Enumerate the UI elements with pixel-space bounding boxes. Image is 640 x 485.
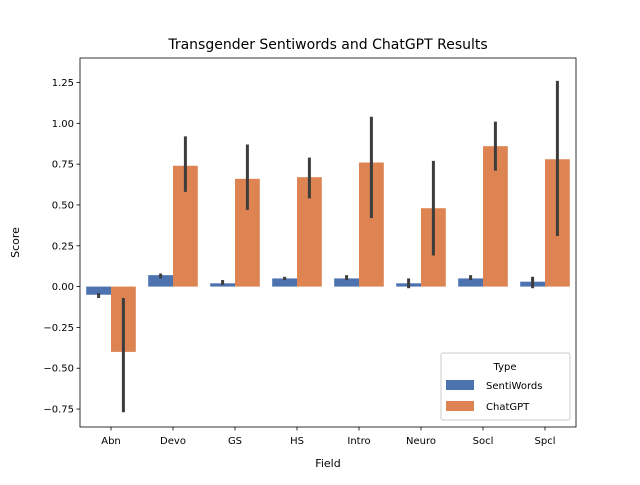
x-axis: Abn Devo GS HS Intro Neuro Socl Spcl	[101, 427, 555, 447]
y-tick-label: −0.50	[43, 364, 74, 375]
bar-sentiwords-intro	[334, 278, 359, 287]
y-axis-label: Score	[9, 227, 22, 258]
x-tick-label-spcl: Spcl	[535, 436, 556, 447]
y-tick-label: 1.00	[52, 119, 74, 130]
y-tick-label: 1.25	[52, 78, 74, 89]
y-tick-label: 0.25	[52, 241, 74, 252]
legend-label-chatgpt: ChatGPT	[486, 402, 530, 413]
plot-area	[86, 80, 570, 413]
x-axis-label: Field	[315, 457, 340, 470]
legend-title: Type	[493, 362, 517, 373]
x-tick-label-socl: Socl	[473, 436, 494, 447]
x-tick-label-gs: GS	[228, 436, 242, 447]
y-tick-label: −0.25	[43, 323, 74, 334]
x-tick-label-abn: Abn	[101, 436, 121, 447]
x-tick-label-intro: Intro	[347, 436, 370, 447]
legend-label-sentiwords: SentiWords	[486, 381, 542, 392]
plot-frame	[79, 57, 577, 428]
bar-sentiwords-hs	[272, 278, 297, 287]
y-tick-label: −0.75	[43, 405, 74, 416]
legend-swatch-chatgpt	[446, 401, 474, 411]
bar-sentiwords-abn	[86, 286, 111, 295]
legend-swatch-sentiwords	[446, 380, 474, 390]
chart-title: Transgender Sentiwords and ChatGPT Resul…	[167, 37, 487, 53]
bar-sentiwords-devo	[148, 275, 173, 287]
legend: Type SentiWords ChatGPT	[440, 352, 571, 421]
y-tick-label: 0.75	[52, 160, 74, 171]
x-tick-label-devo: Devo	[160, 436, 186, 447]
bar-sentiwords-socl	[458, 278, 483, 287]
y-tick-label: 0.00	[52, 282, 74, 293]
y-axis: −0.75 −0.50 −0.25 0.00 0.25 0.50 0.75 1.00 1.25	[43, 78, 80, 416]
x-tick-label-neuro: Neuro	[406, 436, 436, 447]
x-tick-label-hs: HS	[290, 436, 304, 447]
y-tick-label: 0.50	[52, 200, 74, 211]
